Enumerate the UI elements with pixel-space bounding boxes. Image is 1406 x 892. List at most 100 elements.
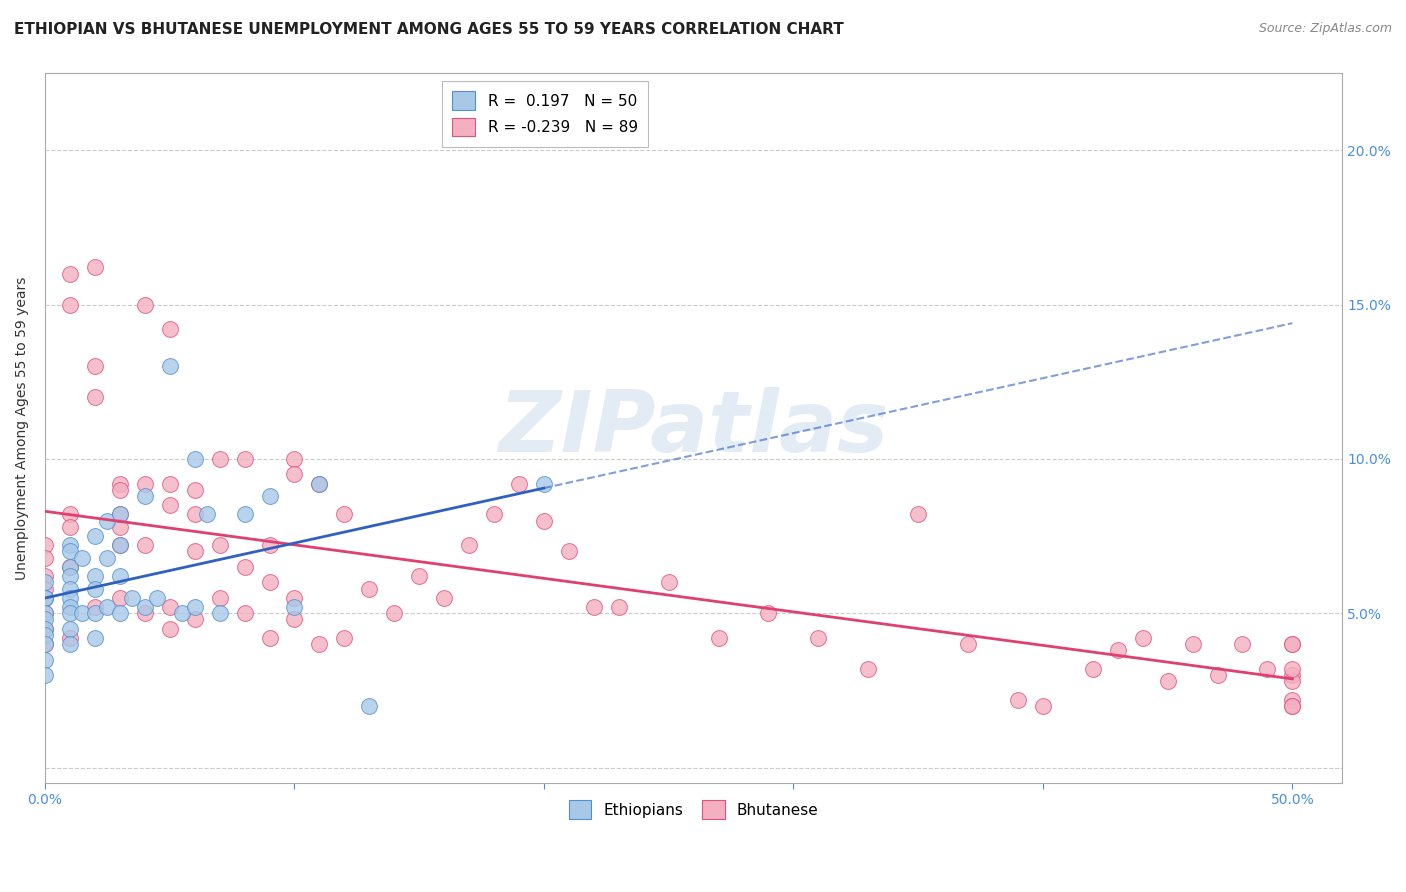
Point [1181,637,1204,651]
Point [34,591,56,605]
Point [34,569,56,583]
Text: Source: ZipAtlas.com: Source: ZipAtlas.com [1258,22,1392,36]
Point [858,662,880,676]
Point [283,591,305,605]
Point [146,591,169,605]
Point [208,538,231,552]
Point [59,637,82,651]
Point [59,538,82,552]
Point [108,538,131,552]
Point [59,508,82,522]
Point [134,538,156,552]
Point [957,637,980,651]
Point [34,652,56,666]
Point [159,359,181,374]
Point [283,467,305,482]
Point [34,622,56,636]
Point [1107,643,1129,657]
Point [59,631,82,645]
Point [134,476,156,491]
Point [72,606,94,620]
Point [1281,662,1303,676]
Point [59,582,82,596]
Point [558,544,581,558]
Point [72,550,94,565]
Point [707,631,730,645]
Point [283,451,305,466]
Point [96,514,118,528]
Point [59,600,82,615]
Point [108,591,131,605]
Point [134,489,156,503]
Point [433,591,456,605]
Point [34,637,56,651]
Point [96,550,118,565]
Point [1032,698,1054,713]
Point [34,668,56,682]
Point [83,529,105,543]
Point [108,476,131,491]
Y-axis label: Unemployment Among Ages 55 to 59 years: Unemployment Among Ages 55 to 59 years [15,277,30,580]
Point [108,606,131,620]
Point [1007,692,1029,706]
Point [59,544,82,558]
Point [59,267,82,281]
Point [159,322,181,336]
Point [807,631,830,645]
Point [408,569,430,583]
Point [59,622,82,636]
Point [1281,692,1303,706]
Point [108,520,131,534]
Point [159,476,181,491]
Point [758,606,780,620]
Point [159,600,181,615]
Point [83,600,105,615]
Point [159,498,181,512]
Point [1156,674,1178,689]
Point [359,698,381,713]
Point [1081,662,1104,676]
Point [1281,698,1303,713]
Point [333,631,356,645]
Point [233,606,256,620]
Legend: Ethiopians, Bhutanese: Ethiopians, Bhutanese [562,794,825,825]
Point [59,606,82,620]
Point [208,591,231,605]
Point [108,538,131,552]
Point [34,606,56,620]
Point [34,637,56,651]
Point [233,560,256,574]
Point [458,538,481,552]
Point [1281,637,1303,651]
Point [34,628,56,642]
Point [382,606,405,620]
Point [34,591,56,605]
Point [183,612,205,626]
Point [34,582,56,596]
Point [1281,637,1303,651]
Point [83,260,105,275]
Point [907,508,929,522]
Point [208,451,231,466]
Point [607,600,630,615]
Point [172,606,194,620]
Point [183,544,205,558]
Point [333,508,356,522]
Point [1281,674,1303,689]
Point [533,476,555,491]
Point [283,612,305,626]
Point [59,560,82,574]
Point [308,476,330,491]
Point [59,297,82,311]
Point [34,538,56,552]
Point [259,538,281,552]
Point [1281,668,1303,682]
Point [83,569,105,583]
Point [108,483,131,497]
Point [183,508,205,522]
Point [108,508,131,522]
Point [533,514,555,528]
Point [508,476,530,491]
Point [83,606,105,620]
Point [134,606,156,620]
